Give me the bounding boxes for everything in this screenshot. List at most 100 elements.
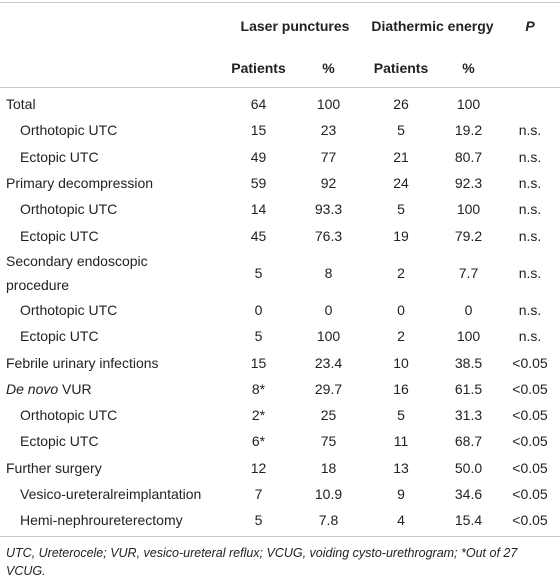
cell: n.s.: [518, 328, 542, 345]
cell: 24: [393, 175, 409, 192]
label-text: Primary decompression: [6, 171, 153, 195]
label-text: Total: [6, 92, 36, 116]
label-text: Ectopic UTC: [20, 429, 99, 453]
cell: 10: [393, 354, 409, 371]
header-rule: [0, 87, 560, 88]
table-row: Orthotopic UTC 14 93.3 5 100 n.s.: [0, 196, 560, 222]
cell: 10.9: [314, 486, 343, 502]
cell: 79.2: [454, 227, 483, 244]
row-label: Orthotopic UTC: [0, 403, 225, 427]
row-label: Orthotopic UTC: [0, 298, 225, 322]
cell: 5: [397, 122, 405, 139]
label: Febrile urinary infections: [6, 354, 159, 371]
cell: n.s.: [518, 175, 542, 192]
cell: 9: [397, 486, 405, 502]
table-row: Ectopic UTC 5 100 2 100 n.s.: [0, 323, 560, 349]
table-row: Orthotopic UTC 2* 25 5 31.3 <0.05: [0, 402, 560, 428]
label: Orthotopic UTC: [20, 122, 118, 139]
cell: n.s.: [518, 201, 542, 218]
cell: 59: [250, 175, 267, 192]
column-header: Patients: [231, 60, 286, 76]
cell: 61.5: [454, 380, 483, 397]
cell: 7.7: [458, 264, 479, 281]
row-label: Orthotopic UTC: [0, 118, 225, 142]
cell: 5: [254, 328, 263, 345]
cell: 7: [254, 486, 263, 502]
subheader-row: Patients% Patients%: [0, 49, 560, 87]
cell: 92: [320, 175, 337, 192]
table-row: Orthotopic UTC 0 0 0 0 n.s.: [0, 297, 560, 323]
cell: 2: [397, 264, 405, 281]
cell: 19.2: [454, 122, 483, 139]
label-text: Ectopic UTC: [20, 145, 99, 169]
cell: 50.0: [454, 459, 483, 476]
cell: n.s.: [518, 264, 542, 281]
label: Ectopic UTC: [20, 433, 99, 450]
label: Ectopic UTC: [20, 328, 99, 345]
table-row: Primary decompression 59 92 24 92.3 n.s.: [0, 170, 560, 196]
label-italic: De novo: [6, 380, 59, 397]
cell: 31.3: [454, 407, 483, 424]
cell: n.s.: [518, 227, 542, 244]
cell: 7.8: [318, 512, 339, 529]
label-text: Hemi-nephroureterectomy: [20, 508, 183, 532]
label-text: Vesico-ureteralreimplantation: [20, 482, 201, 506]
cell: 2: [397, 328, 405, 345]
label: Hemi-nephroureterectomy: [20, 512, 183, 529]
table-row: Hemi-nephroureterectomy 5 7.8 4 15.4 <0.05: [0, 507, 560, 533]
cell: 6*: [251, 433, 266, 450]
table-row: Vesico-ureteralreimplantation 7 10.9 9 34.6 <…: [0, 481, 560, 507]
label: VUR: [62, 380, 92, 397]
cell: 0: [324, 301, 333, 318]
cell: 100: [456, 201, 481, 218]
label-text: Secondary endoscopic procedure: [6, 249, 196, 297]
row-label: Ectopic UTC: [0, 145, 225, 169]
label-text: Ectopic UTC: [20, 324, 99, 348]
cell: 8: [324, 264, 333, 281]
cell: 75: [320, 433, 337, 450]
cell: n.s.: [518, 122, 542, 139]
cell: 34.6: [454, 486, 483, 502]
label: Ectopic UTC: [20, 148, 99, 165]
cell: 11: [393, 433, 409, 450]
label: Orthotopic UTC: [20, 301, 118, 318]
cell: 5: [254, 512, 263, 529]
cell: 92.3: [454, 175, 483, 192]
label: Orthotopic UTC: [20, 201, 118, 218]
cell: <0.05: [512, 512, 548, 529]
cell: 0: [397, 301, 405, 318]
table-row: Secondary endoscopic procedure 5 8 2 7.7 n.s.: [0, 249, 560, 297]
cell: 8*: [251, 380, 266, 397]
cell: 64: [250, 96, 267, 113]
row-label: Further surgery: [0, 456, 225, 480]
cell: 100: [456, 96, 481, 113]
cell: 15.4: [454, 512, 483, 529]
cell: 100: [316, 96, 341, 113]
cell: 49: [250, 148, 267, 165]
label: Secondary endoscopic procedure: [6, 252, 148, 293]
column-header: Patients: [373, 60, 429, 76]
cell: 23.4: [314, 354, 343, 371]
cell: 5: [397, 201, 405, 218]
cell: 0: [254, 301, 263, 318]
label-text: Ectopic UTC: [20, 224, 99, 248]
label: Orthotopic UTC: [20, 407, 118, 424]
cell: 19: [393, 227, 409, 244]
cell: n.s.: [518, 148, 542, 165]
row-label: Vesico-ureteralreimplantation: [0, 482, 225, 506]
row-label: De novo VUR: [0, 377, 225, 401]
cell: 93.3: [314, 201, 343, 218]
cell: 77: [320, 148, 337, 165]
row-label: Hemi-nephroureterectomy: [0, 508, 225, 532]
column-header: %: [322, 60, 335, 76]
cell: 100: [456, 328, 481, 345]
label-text: De novo VUR: [6, 377, 92, 401]
cell: 25: [320, 407, 337, 424]
label: Vesico-ureteralreimplantation: [20, 486, 202, 502]
cell: 13: [393, 459, 409, 476]
cell: <0.05: [512, 354, 548, 371]
table-row: De novo VUR 8* 29.7 16 61.5 <0.05: [0, 376, 560, 402]
row-label: Ectopic UTC: [0, 324, 225, 348]
cell: 15: [250, 354, 267, 371]
